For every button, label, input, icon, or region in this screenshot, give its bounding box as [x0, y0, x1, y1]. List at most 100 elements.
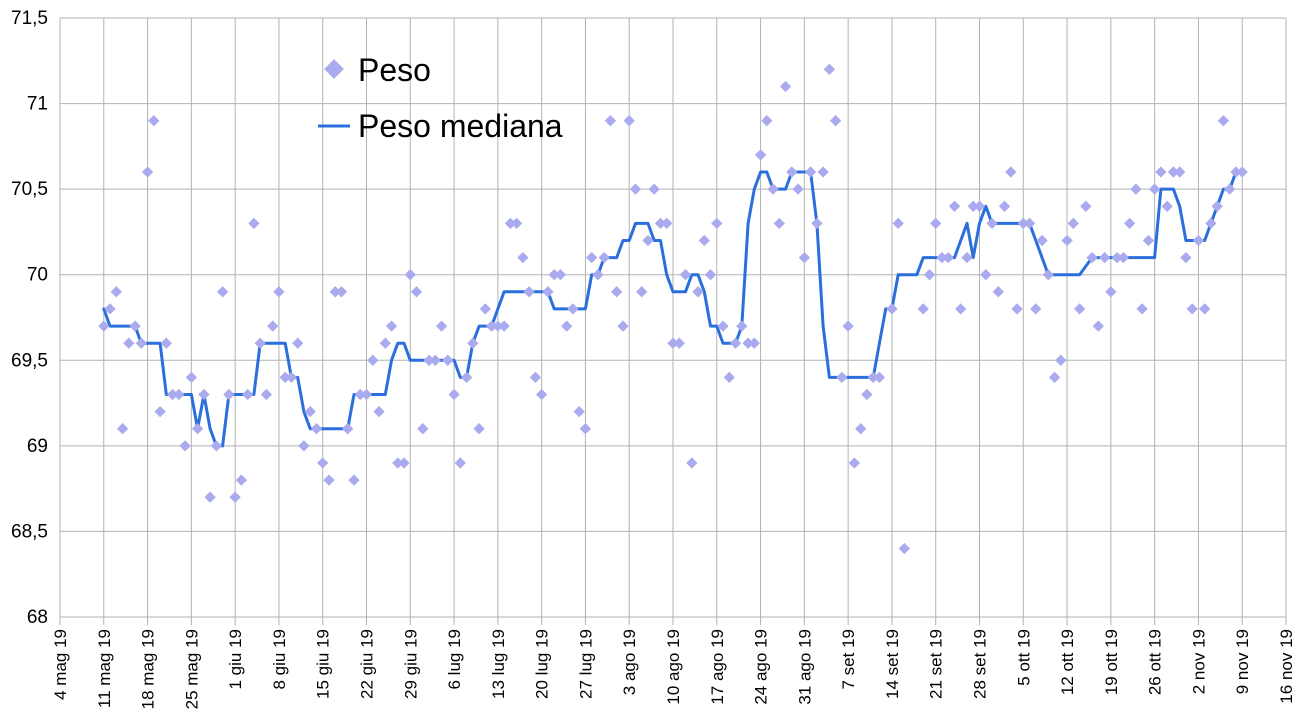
data-point-peso [611, 286, 623, 298]
data-point-peso [792, 183, 804, 195]
data-point-peso [1080, 200, 1092, 212]
data-point-peso [817, 166, 829, 178]
x-tick-label: 2 nov 19 [1189, 629, 1208, 694]
x-tick-label: 8 giu 19 [270, 629, 289, 690]
data-point-peso [1067, 217, 1079, 230]
data-point-peso [761, 115, 773, 127]
data-point-peso [135, 337, 147, 349]
data-point-peso [1092, 320, 1104, 332]
data-point-peso [742, 337, 754, 349]
data-point-peso [185, 371, 198, 384]
data-point-peso [973, 200, 986, 212]
data-point-peso [548, 269, 560, 281]
data-point-peso [129, 320, 141, 332]
data-point-peso [917, 303, 929, 315]
legend-label-mediana: Peso mediana [358, 108, 563, 144]
data-point-peso [479, 303, 491, 315]
data-point-peso [686, 457, 698, 469]
data-point-peso [748, 337, 760, 349]
data-point-peso [410, 286, 423, 298]
data-point-peso [848, 457, 861, 469]
data-point-peso [767, 183, 779, 195]
data-point-peso [423, 354, 435, 366]
data-point-peso [642, 234, 654, 247]
x-tick-label: 3 ago 19 [620, 629, 639, 695]
data-point-peso [1180, 251, 1192, 264]
y-tick-label: 70 [27, 265, 48, 286]
data-point-peso [442, 354, 454, 366]
data-point-peso [561, 320, 573, 332]
data-point-peso [317, 457, 329, 469]
data-point-peso [141, 166, 154, 178]
x-tick-label: 15 giu 19 [314, 629, 333, 699]
x-tick-label: 9 nov 19 [1233, 629, 1252, 694]
data-point-peso [992, 286, 1004, 298]
data-point-peso [1030, 303, 1042, 315]
data-point-peso [998, 200, 1011, 212]
data-point-peso [154, 405, 166, 418]
data-point-peso [1111, 251, 1123, 264]
data-point-peso [1023, 217, 1036, 230]
data-point-peso [210, 440, 223, 452]
data-point-peso [510, 217, 523, 230]
data-point-peso [579, 423, 592, 435]
data-point-peso [836, 371, 848, 384]
data-point-peso [967, 200, 979, 212]
legend-label-peso: Peso [358, 52, 431, 88]
data-point-peso [535, 388, 548, 401]
data-point-peso [986, 217, 998, 230]
data-point-peso [148, 115, 160, 127]
x-tick-label: 13 lug 19 [489, 629, 508, 699]
data-point-peso [1117, 251, 1130, 264]
x-tick-label: 18 mag 19 [139, 629, 158, 709]
data-point-peso [298, 440, 310, 452]
data-point-peso [861, 388, 873, 401]
data-point-peso [736, 320, 748, 332]
data-point-peso [942, 251, 954, 264]
data-point-peso [1192, 234, 1205, 247]
x-tick-label: 29 giu 19 [401, 629, 420, 699]
data-point-peso [342, 423, 354, 435]
data-point-peso [661, 217, 673, 230]
data-point-peso [273, 286, 285, 298]
data-point-peso [492, 320, 504, 332]
data-point-peso [1048, 371, 1061, 384]
data-point-peso [886, 303, 898, 315]
data-point-peso [1055, 354, 1067, 366]
data-point-peso [567, 303, 579, 315]
y-tick-label: 71 [27, 94, 48, 115]
data-point-peso [454, 457, 466, 469]
data-point-peso [335, 286, 348, 298]
data-point-peso [729, 337, 742, 349]
data-point-peso [1130, 183, 1142, 195]
data-point-peso [191, 423, 204, 435]
x-tick-label: 11 mag 19 [95, 629, 114, 708]
data-point-peso [523, 286, 535, 298]
data-point-peso [930, 217, 942, 230]
data-point-peso [1073, 303, 1086, 315]
data-point-peso [948, 200, 961, 212]
data-point-peso [798, 251, 811, 264]
x-tick-label: 31 ago 19 [795, 629, 814, 705]
data-point-peso [435, 320, 448, 332]
x-tick-label: 19 ott 19 [1102, 629, 1121, 695]
data-point-peso [923, 269, 936, 281]
data-point-peso [698, 234, 710, 247]
data-point-peso [1199, 303, 1211, 315]
data-point-peso [786, 166, 798, 178]
data-point-peso [554, 269, 567, 281]
x-tick-label: 7 set 19 [839, 629, 858, 690]
data-point-peso [160, 337, 172, 349]
data-point-peso [304, 405, 316, 418]
data-point-peso [654, 217, 667, 230]
x-tick-label: 6 lug 19 [445, 629, 464, 690]
data-point-peso [723, 371, 735, 384]
data-point-peso [429, 354, 441, 366]
data-point-peso [955, 303, 967, 315]
data-point-peso [329, 286, 341, 298]
data-point-peso [873, 371, 886, 384]
data-point-peso [229, 491, 241, 503]
data-point-peso [711, 217, 723, 230]
data-point-peso [448, 388, 460, 401]
data-point-peso [855, 423, 867, 435]
